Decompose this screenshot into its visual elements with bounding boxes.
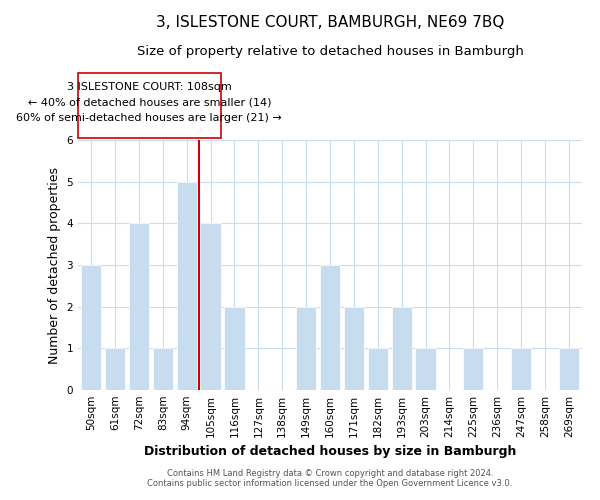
Text: Contains public sector information licensed under the Open Government Licence v3: Contains public sector information licen… — [148, 478, 512, 488]
Bar — [81, 265, 101, 390]
Bar — [559, 348, 579, 390]
Bar — [200, 224, 221, 390]
Bar — [224, 306, 245, 390]
Bar — [152, 348, 173, 390]
Bar — [296, 306, 316, 390]
Bar — [344, 306, 364, 390]
Bar — [392, 306, 412, 390]
Bar — [129, 224, 149, 390]
Bar — [105, 348, 125, 390]
Text: Size of property relative to detached houses in Bamburgh: Size of property relative to detached ho… — [137, 45, 523, 58]
Text: 3, ISLESTONE COURT, BAMBURGH, NE69 7BQ: 3, ISLESTONE COURT, BAMBURGH, NE69 7BQ — [156, 15, 504, 30]
Text: Contains HM Land Registry data © Crown copyright and database right 2024.: Contains HM Land Registry data © Crown c… — [167, 468, 493, 477]
Text: 3 ISLESTONE COURT: 108sqm
← 40% of detached houses are smaller (14)
60% of semi-: 3 ISLESTONE COURT: 108sqm ← 40% of detac… — [16, 82, 282, 123]
X-axis label: Distribution of detached houses by size in Bamburgh: Distribution of detached houses by size … — [144, 446, 516, 458]
Bar — [320, 265, 340, 390]
Bar — [368, 348, 388, 390]
Y-axis label: Number of detached properties: Number of detached properties — [48, 166, 61, 364]
Bar — [176, 182, 197, 390]
Bar — [511, 348, 531, 390]
Bar — [415, 348, 436, 390]
Bar — [463, 348, 484, 390]
